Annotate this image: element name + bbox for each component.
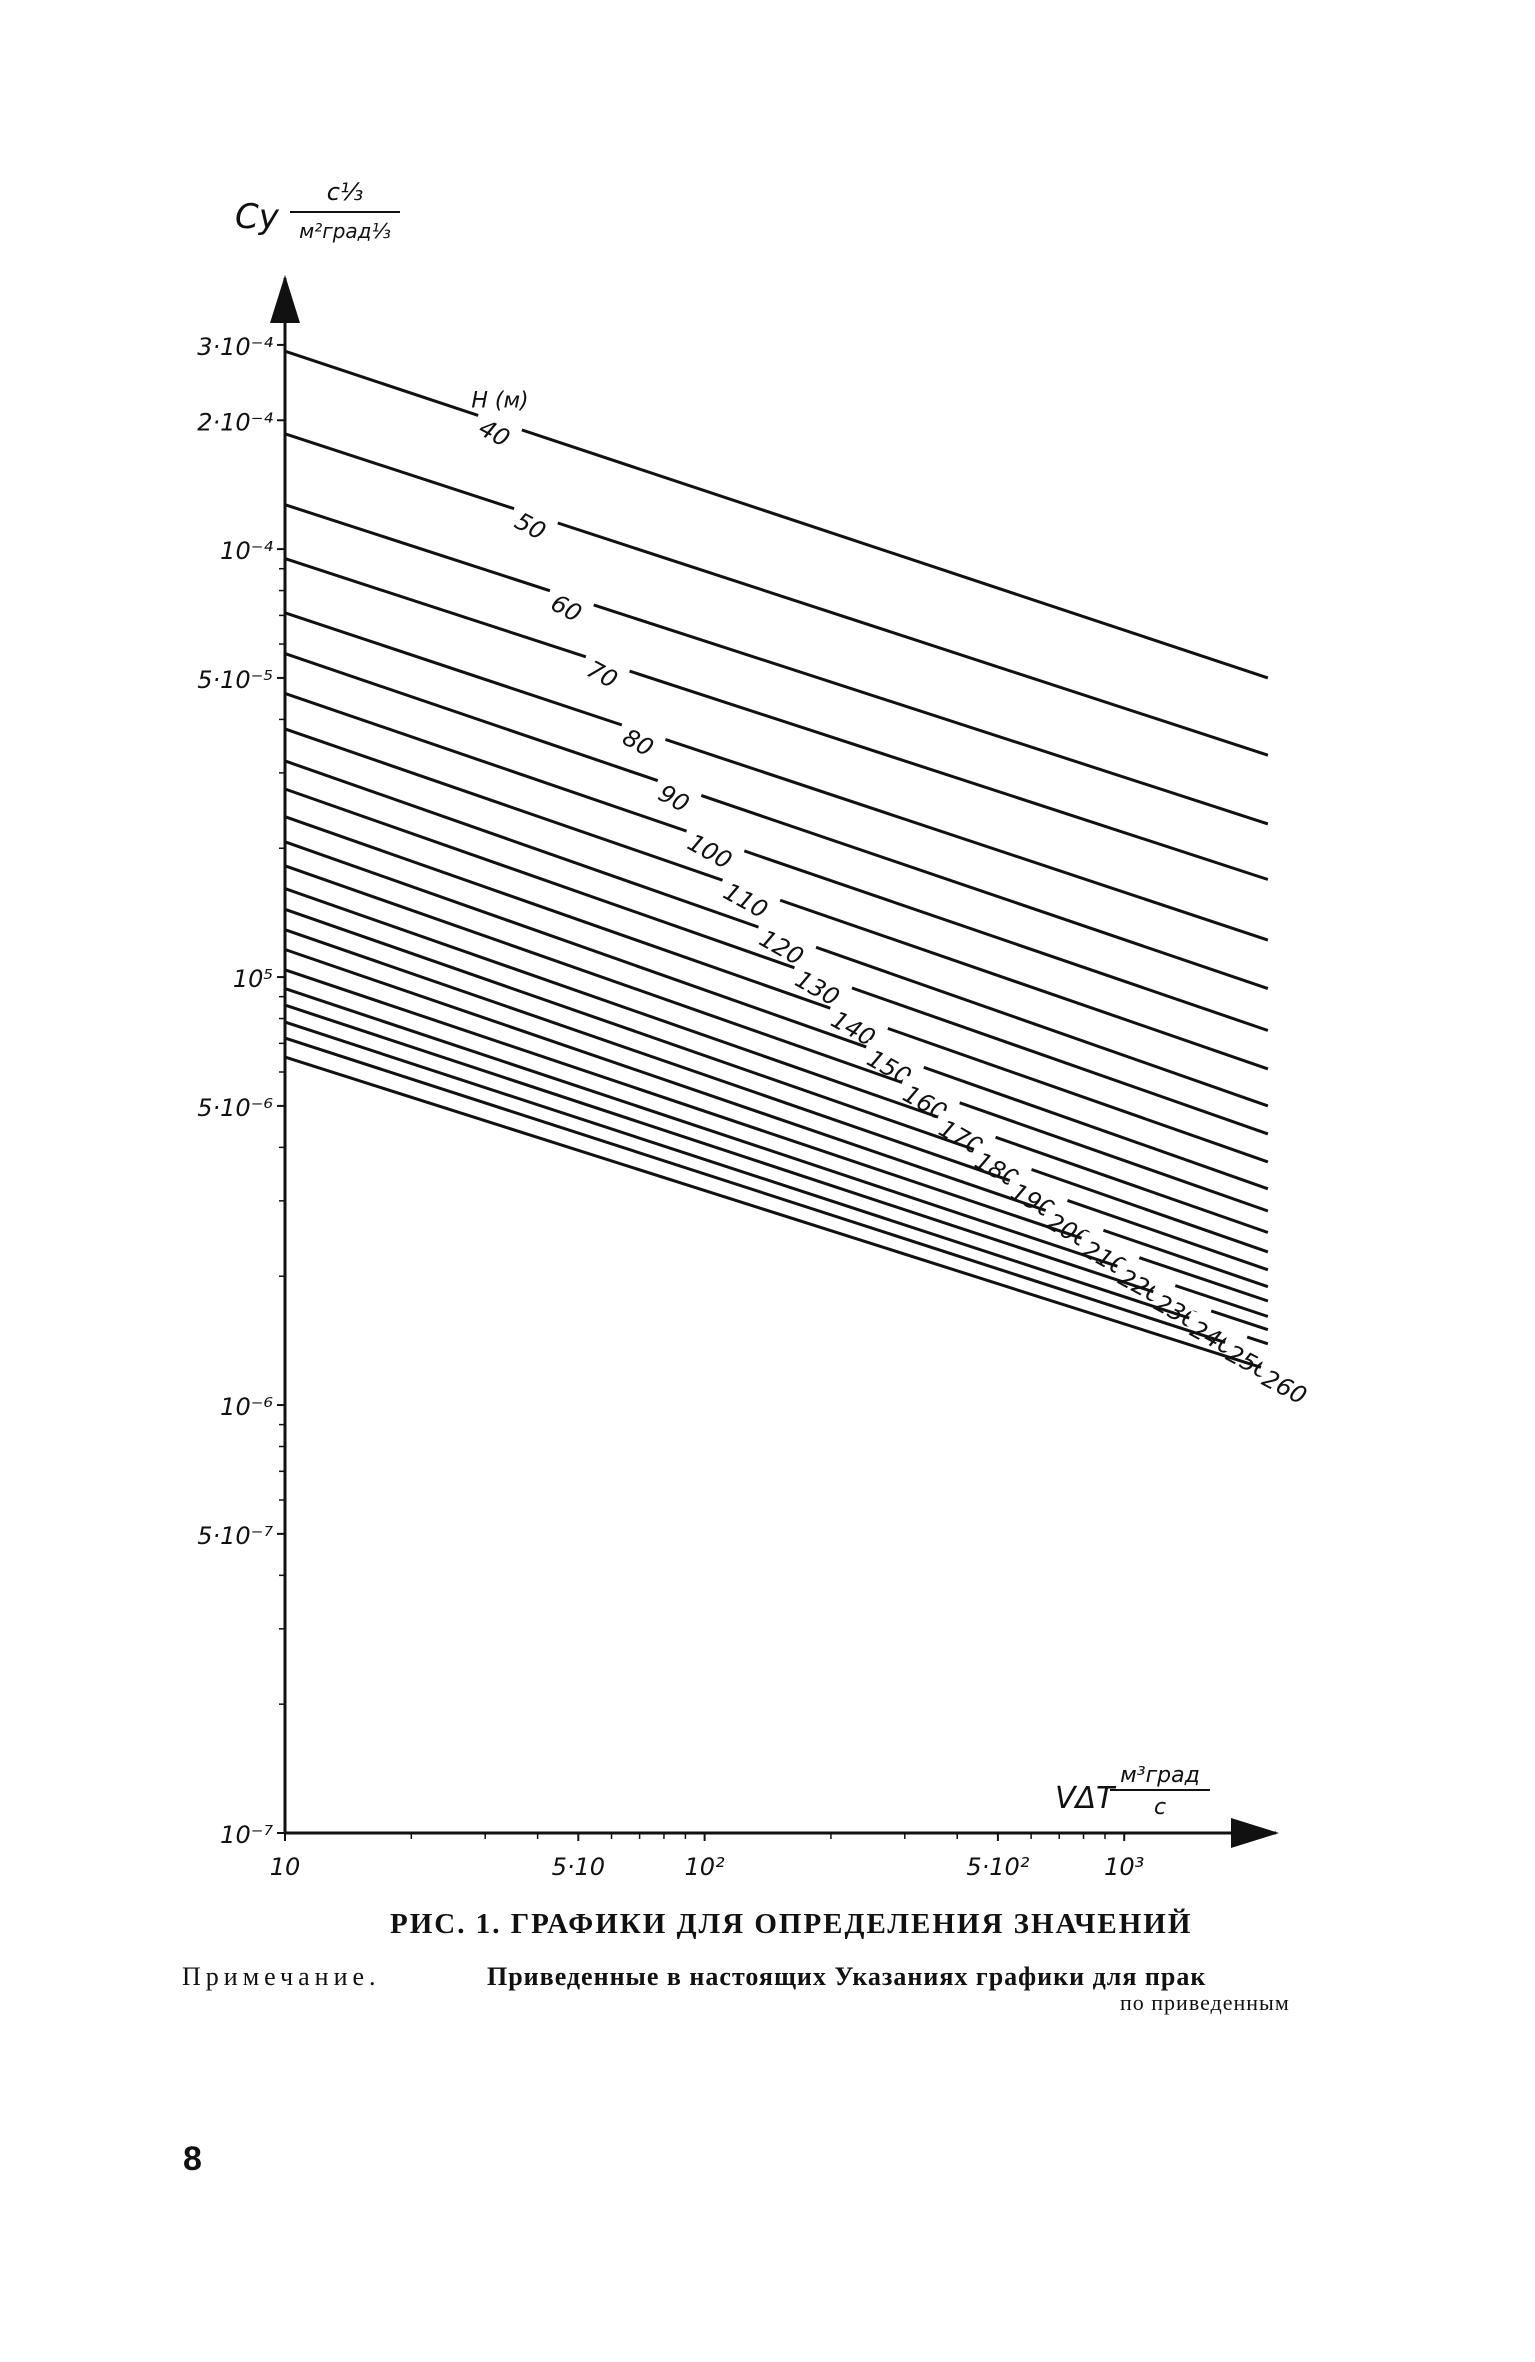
label-gap [1007, 1172, 1071, 1209]
legend-title: H (м) [471, 389, 528, 414]
curve [284, 887, 1269, 1234]
label-gap [511, 501, 561, 531]
x-tick-label: 10² [685, 1853, 726, 1881]
curve [284, 652, 1269, 991]
figure-caption: РИС. 1. ГРАФИКИ ДЛЯ ОПРЕДЕЛЕНИЯ ЗНАЧЕНИЙ [390, 1908, 1193, 1940]
label-gap [1114, 1258, 1178, 1294]
label-gap [1078, 1230, 1142, 1266]
curve [284, 1036, 1269, 1358]
x-tick-label: 5·10 [552, 1853, 605, 1881]
curve [284, 787, 1269, 1136]
label-gap [547, 583, 597, 613]
y-tick-label: 10⁵ [233, 965, 273, 993]
y-tick-label: 5·10⁻⁵ [197, 666, 273, 694]
label-gap [719, 872, 783, 908]
x-tick-label: 10 [270, 1853, 301, 1881]
label-gap [1258, 1359, 1322, 1394]
curve [284, 1020, 1269, 1346]
curve [284, 503, 1269, 826]
x-unit-num: м³град [1120, 1763, 1200, 1788]
curve [284, 557, 1269, 881]
label-gap [791, 960, 855, 996]
curve [284, 349, 1269, 680]
curve [284, 864, 1269, 1213]
note-label: Примечание. [182, 1962, 381, 1991]
curve [284, 1055, 1269, 1372]
y-symbol: Cу [235, 197, 280, 237]
label-gap [1222, 1334, 1286, 1369]
curve [284, 948, 1269, 1289]
note-text: Приведенные в настоящих Указаниях график… [487, 1962, 1207, 1991]
x-unit-den: с [1154, 1795, 1166, 1820]
curve [284, 840, 1269, 1191]
label-gap [899, 1074, 963, 1111]
curve [284, 432, 1269, 757]
curve [284, 1003, 1269, 1332]
curve [284, 928, 1269, 1272]
x-symbol: VΔT [1055, 1781, 1117, 1816]
y-unit-den: м²град⅓ [299, 219, 391, 243]
label-gap [971, 1141, 1035, 1178]
label-gap [684, 823, 747, 859]
y-tick-label: 5·10⁻⁶ [197, 1094, 273, 1122]
curve [284, 691, 1269, 1032]
label-gap [827, 1000, 891, 1036]
label-gap [1186, 1310, 1250, 1345]
curve [284, 611, 1269, 942]
y-tick-label: 2·10⁻⁴ [197, 408, 273, 436]
curve [284, 815, 1269, 1164]
y-tick-label: 10⁻⁷ [220, 1821, 273, 1849]
label-gap [935, 1109, 999, 1145]
chart: Cу с⅓ м²град⅓ VΔT м³град с 3·10⁻⁴ 2·10⁻⁴ 1… [197, 178, 1322, 1881]
x-tick-label: 5·10² [966, 1853, 1029, 1881]
y-tick-label: 10⁻⁶ [220, 1393, 273, 1421]
label-gap [863, 1039, 927, 1075]
note-text: по приведенным [1120, 1990, 1290, 2015]
label-gap [755, 919, 819, 955]
label-gap [583, 649, 633, 679]
label-gap [655, 773, 704, 804]
y-tick-label: 3·10⁻⁴ [197, 333, 273, 361]
y-tick-label: 10⁻⁴ [220, 537, 273, 565]
label-gap [619, 717, 668, 748]
y-tick-label: 5·10⁻⁷ [197, 1522, 273, 1550]
x-tick-label: 10³ [1104, 1853, 1144, 1881]
label-gap [1150, 1284, 1214, 1319]
page-number: 8 [183, 2140, 202, 2178]
label-gap [1043, 1202, 1106, 1238]
curve [284, 907, 1269, 1254]
y-unit-num: с⅓ [327, 178, 363, 206]
label-gap [475, 407, 525, 438]
curve [284, 987, 1269, 1318]
